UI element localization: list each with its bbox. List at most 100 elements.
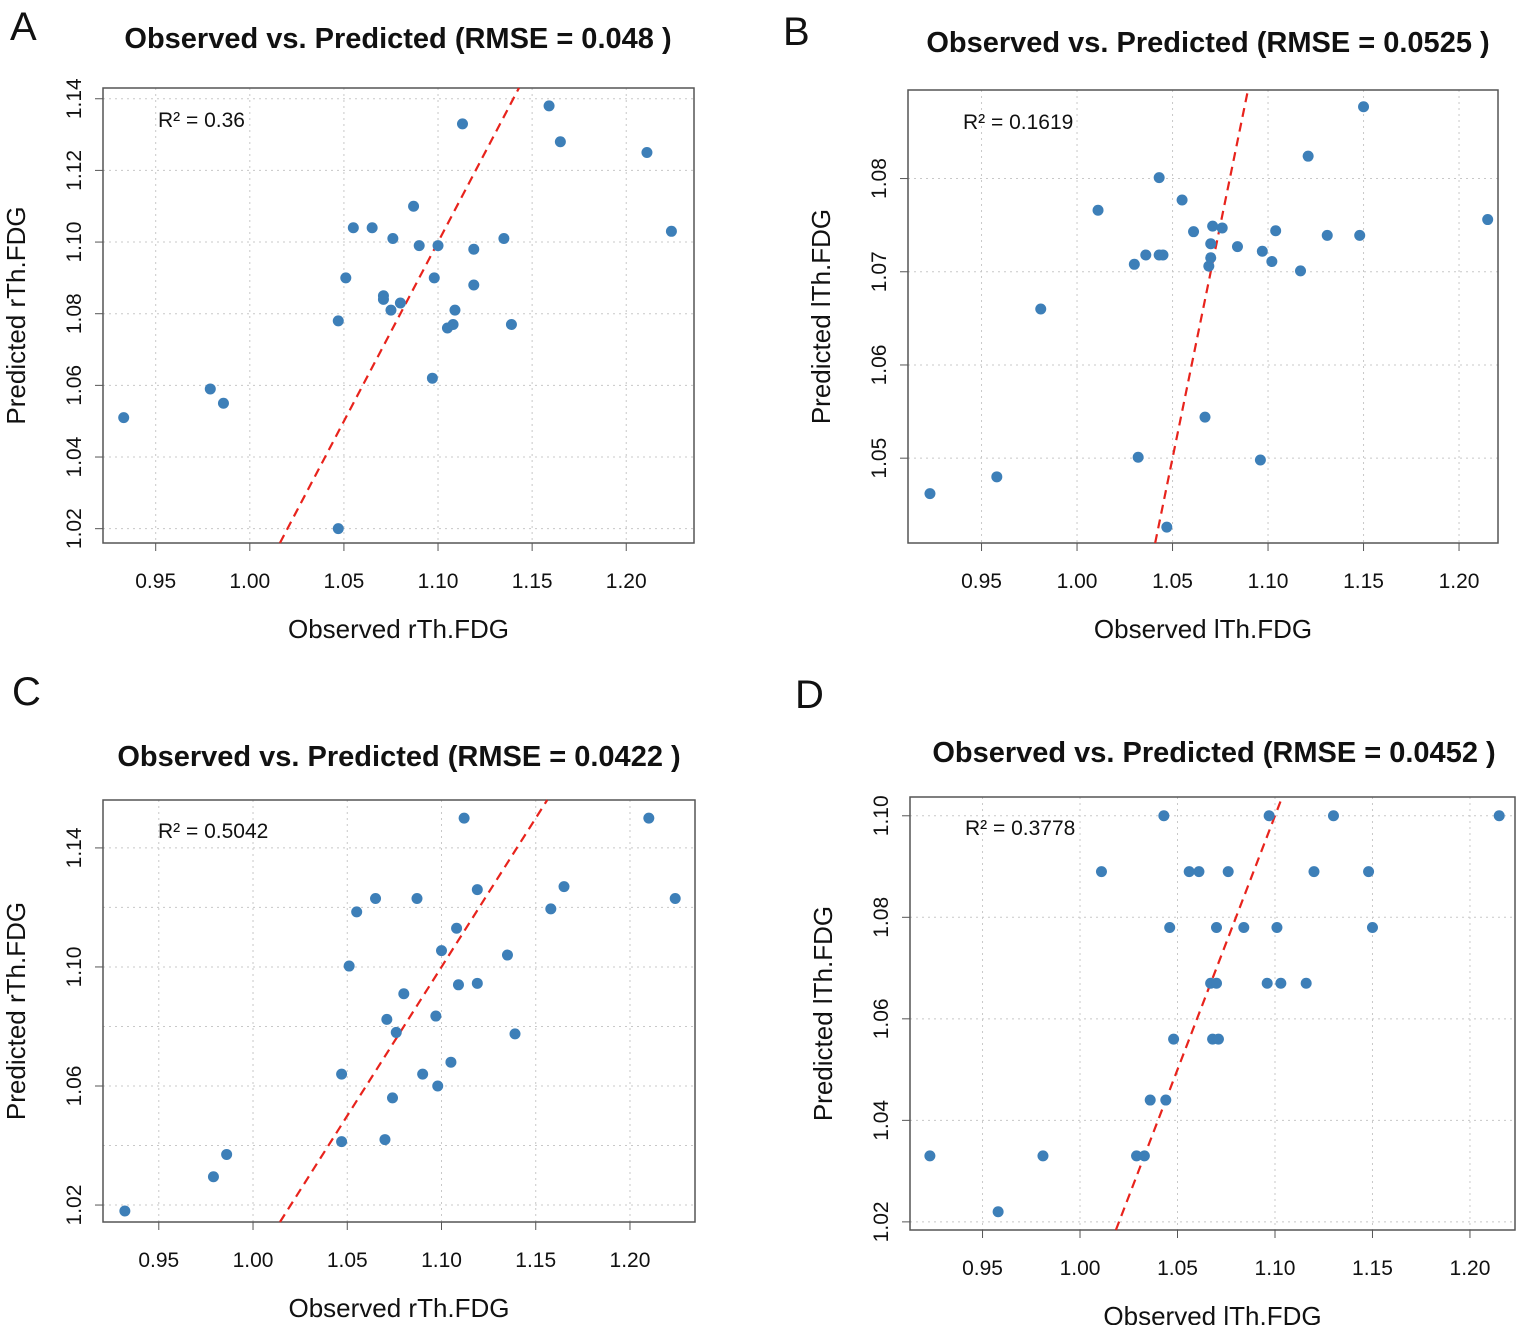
y-tick-label: 1.14 — [63, 827, 86, 868]
data-point — [505, 318, 517, 330]
data-point — [1493, 810, 1505, 822]
data-point — [449, 304, 461, 316]
data-point — [1266, 256, 1278, 268]
data-point — [207, 1171, 219, 1183]
data-point — [1168, 1033, 1180, 1045]
x-tick-label: 1.15 — [515, 1249, 556, 1272]
data-point — [119, 1205, 131, 1217]
panel-letter-c: C — [12, 670, 41, 714]
y-tick-label: 1.10 — [870, 795, 893, 836]
data-point — [456, 118, 468, 130]
data-point — [436, 945, 448, 957]
data-point — [643, 812, 655, 824]
data-point — [1363, 866, 1375, 878]
y-axis-label: Predicted rTh.FDG — [1, 902, 31, 1120]
data-point — [1128, 258, 1140, 270]
y-tick-label: 1.05 — [868, 438, 891, 479]
data-point — [217, 397, 229, 409]
data-point — [641, 146, 653, 158]
x-tick-label: 1.00 — [233, 1249, 274, 1272]
y-tick-label: 1.06 — [63, 365, 86, 406]
data-point — [1263, 810, 1275, 822]
data-point — [1366, 921, 1378, 933]
plot-frame — [907, 89, 1499, 544]
data-point — [1132, 451, 1144, 463]
y-tick-label: 1.10 — [63, 222, 86, 263]
y-axis-label: Predicted lTh.FDG — [808, 906, 838, 1121]
data-point — [1205, 238, 1217, 250]
data-point — [509, 1028, 521, 1040]
data-point — [1327, 810, 1339, 822]
data-point — [398, 988, 410, 1000]
data-point — [432, 1080, 444, 1092]
data-point — [1153, 172, 1165, 184]
panel-letter-a: A — [10, 5, 37, 49]
panel-letter-d: D — [795, 673, 824, 717]
data-point — [221, 1148, 233, 1160]
data-point — [1210, 921, 1222, 933]
x-tick-label: 1.10 — [418, 570, 459, 593]
data-point — [351, 906, 363, 918]
data-point — [204, 383, 216, 395]
data-point — [390, 1026, 402, 1038]
data-point — [332, 523, 344, 535]
y-tick-label: 1.08 — [868, 158, 891, 199]
data-point — [924, 488, 936, 500]
y-tick-label: 1.12 — [63, 150, 86, 191]
data-point — [1212, 1033, 1224, 1045]
chart-title: Observed vs. Predicted (RMSE = 0.048 ) — [124, 23, 671, 55]
data-point — [377, 293, 389, 305]
data-point — [118, 412, 130, 424]
y-tick-label: 1.04 — [870, 1100, 893, 1141]
x-tick-label: 0.95 — [961, 570, 1002, 593]
data-point — [386, 1092, 398, 1104]
identity-reference-line — [1154, 89, 1250, 544]
data-point — [1207, 220, 1219, 232]
data-point — [1321, 229, 1333, 241]
data-point — [430, 1010, 442, 1022]
identity-reference-line — [279, 799, 549, 1223]
data-point — [501, 949, 513, 961]
data-point — [992, 1206, 1004, 1218]
data-point — [1271, 921, 1283, 933]
data-point — [1138, 1150, 1150, 1162]
data-point — [543, 100, 555, 112]
data-point — [1161, 521, 1173, 533]
data-point — [426, 372, 438, 384]
data-point — [432, 240, 444, 252]
data-point — [554, 136, 566, 148]
x-tick-label: 1.10 — [1255, 1257, 1296, 1280]
data-point — [669, 893, 681, 905]
data-point — [1275, 977, 1287, 989]
data-point — [408, 200, 420, 212]
x-tick-label: 0.95 — [138, 1249, 179, 1272]
data-point — [452, 979, 464, 991]
data-point — [394, 297, 406, 309]
data-point — [1308, 866, 1320, 878]
x-tick-label: 1.05 — [1152, 570, 1193, 593]
data-point — [1222, 866, 1234, 878]
data-point — [498, 232, 510, 244]
x-tick-label: 1.20 — [1439, 570, 1480, 593]
chart-title: Observed vs. Predicted (RMSE = 0.0525 ) — [926, 27, 1489, 59]
data-point — [1164, 921, 1176, 933]
data-point — [347, 222, 359, 234]
y-tick-label: 1.04 — [63, 436, 86, 477]
data-point — [1358, 101, 1370, 113]
x-axis-label: Observed lTh.FDG — [1103, 1301, 1321, 1325]
x-tick-label: 1.00 — [229, 570, 270, 593]
x-tick-label: 1.20 — [1450, 1257, 1491, 1280]
x-tick-label: 1.15 — [1352, 1257, 1393, 1280]
identity-reference-line — [278, 87, 520, 544]
x-axis-label: Observed rTh.FDG — [288, 614, 509, 644]
data-point — [1216, 222, 1228, 234]
data-point — [1144, 1094, 1156, 1106]
data-point — [332, 315, 344, 327]
y-tick-label: 1.06 — [870, 998, 893, 1039]
x-tick-label: 1.00 — [1057, 570, 1098, 593]
data-point — [468, 243, 480, 255]
data-point — [1035, 303, 1047, 315]
y-tick-label: 1.06 — [63, 1066, 86, 1107]
x-tick-label: 1.20 — [610, 1249, 651, 1272]
data-point — [991, 471, 1003, 483]
